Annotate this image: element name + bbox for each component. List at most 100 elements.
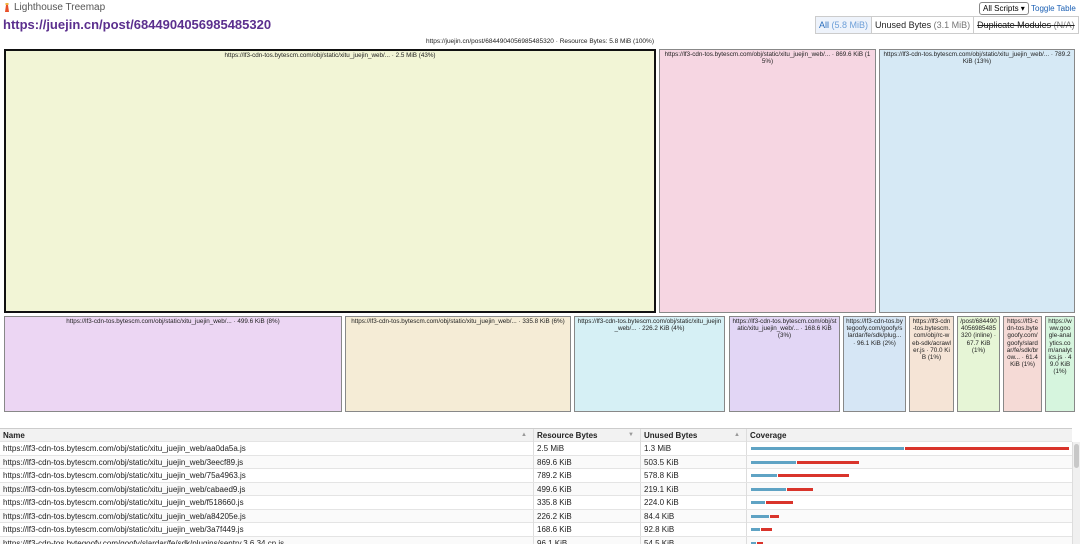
table-row[interactable]: https://lf3-cdn-tos.bytescm.com/obj/stat… xyxy=(0,442,1072,456)
row-resource: 168.6 KiB xyxy=(533,523,640,536)
used-bar xyxy=(751,487,786,491)
mode-tab[interactable]: All (5.8 MiB) xyxy=(816,17,873,33)
row-coverage xyxy=(746,509,1072,523)
mode-tab[interactable]: Duplicate Modules (N/A) xyxy=(974,17,1078,33)
row-unused: 92.8 KiB xyxy=(640,523,746,536)
table-row[interactable]: https://lf3-cdn-tos.bytescm.com/obj/stat… xyxy=(0,469,1072,483)
column-title: Unused Bytes xyxy=(644,431,698,440)
used-bar xyxy=(751,460,797,464)
unused-bar xyxy=(769,514,780,518)
used-bar xyxy=(751,528,761,531)
unused-bar xyxy=(778,474,850,477)
row-name: https://lf3-cdn-tos.bytescm.com/obj/stat… xyxy=(3,511,246,521)
mode-label: Duplicate Modules xyxy=(977,20,1052,30)
unused-bar xyxy=(757,541,763,544)
used-bar xyxy=(751,541,757,544)
table-header: Name ▲ Resource Bytes ▼ Unused Bytes ▲ Coverag… xyxy=(0,428,1072,442)
table-row[interactable]: https://lf3-cdn-tos.bytescm.com/obj/stat… xyxy=(0,509,1072,523)
row-name: https://lf3-cdn-tos.bytescm.com/obj/stat… xyxy=(3,525,244,534)
row-unused: 54.5 KiB xyxy=(640,536,746,544)
script-select[interactable]: All Scripts ▾ xyxy=(979,2,1029,15)
column-header[interactable]: Resource Bytes ▼ xyxy=(533,429,640,442)
scrollbar-thumb xyxy=(1074,444,1079,468)
mode-size: (N/A) xyxy=(1053,20,1075,30)
table-row[interactable]: https://lf3-cdn-tos.bytescm.com/obj/stat… xyxy=(0,523,1072,537)
mode-label: All xyxy=(819,20,830,30)
table-row[interactable]: https://lf3-cdn-tos.bytescm.com/obj/stat… xyxy=(0,455,1072,469)
row-resource: 226.2 KiB xyxy=(533,509,640,523)
sort-arrow: ▲ xyxy=(521,432,527,438)
treemap-node[interactable]: /post/6844904056985485320 (inline) · 67.… xyxy=(957,316,1000,412)
column-title: Name xyxy=(3,431,25,440)
used-bar xyxy=(751,514,769,518)
row-unused: 84.4 KiB xyxy=(640,509,746,523)
column-title: Resource Bytes xyxy=(537,431,598,440)
row-unused: 578.8 KiB xyxy=(640,469,746,482)
treemap-node[interactable]: https://lf3-cdn-tos.bytescm.com/obj/rc-w… xyxy=(909,316,954,412)
used-bar xyxy=(751,447,904,450)
row-coverage xyxy=(746,442,1072,455)
treemap-title: https://juejin.cn/post/68449040569854853… xyxy=(425,38,654,45)
column-title: Coverage xyxy=(750,431,787,440)
table-row[interactable]: https://lf3-cdn-tos.bytescm.com/obj/stat… xyxy=(0,496,1072,510)
treemap-node[interactable]: https://lf3-cdn-tos.bytescm.com/obj/stat… xyxy=(879,49,1075,313)
row-resource: 869.6 KiB xyxy=(533,455,640,469)
row-resource: 499.6 KiB xyxy=(533,482,640,496)
unused-bar xyxy=(904,447,1069,450)
row-resource: 789.2 KiB xyxy=(533,469,640,482)
unused-bar xyxy=(765,501,793,504)
row-unused: 503.5 KiB xyxy=(640,455,746,469)
mode-size: (5.8 MiB) xyxy=(831,20,869,30)
row-coverage xyxy=(746,469,1072,482)
sort-arrow: ▼ xyxy=(628,432,634,438)
select-text: All Scripts xyxy=(983,4,1019,13)
column-header[interactable]: Name ▲ xyxy=(0,429,533,442)
row-name: https://lf3-cdn-tos.bytescm.com/obj/stat… xyxy=(3,444,246,453)
table-row[interactable]: https://lf3-cdn-tos.bytegoofy.com/goofy/… xyxy=(0,536,1072,544)
row-coverage xyxy=(746,496,1072,509)
row-name: https://lf3-cdn-tos.bytescm.com/obj/stat… xyxy=(3,471,246,480)
page-url: https://juejin.cn/post/68449040569854853… xyxy=(3,17,272,32)
unused-bar xyxy=(797,460,859,464)
treemap-node[interactable]: https://lf3-cdn-tos.bytescm.com/obj/stat… xyxy=(659,49,876,313)
mode-tabs: All (5.8 MiB) Unused Bytes (3.1 MiB) Dupli… xyxy=(815,16,1079,34)
column-header[interactable]: Coverage xyxy=(746,429,1072,442)
row-resource: 96.1 KiB xyxy=(533,536,640,544)
row-resource: 2.5 MiB xyxy=(533,442,640,455)
treemap-node[interactable]: https://lf3-cdn-tos.bytescm.com/obj/stat… xyxy=(345,316,571,412)
sort-arrow: ▲ xyxy=(734,432,740,438)
treemap-node[interactable]: https://www.google-analytics.com/analyti… xyxy=(1045,316,1075,412)
row-name: https://lf3-cdn-tos.bytescm.com/obj/stat… xyxy=(3,457,244,467)
row-unused: 1.3 MiB xyxy=(640,442,746,455)
row-coverage xyxy=(746,536,1072,544)
row-unused: 224.0 KiB xyxy=(640,496,746,509)
treemap-node[interactable]: https://lf3-cdn-tos.bytescm.com/obj/stat… xyxy=(4,49,656,313)
row-name: https://lf3-cdn-tos.bytescm.com/obj/stat… xyxy=(3,498,244,507)
row-name: https://lf3-cdn-tos.bytegoofy.com/goofy/… xyxy=(3,538,285,544)
table: Name ▲ Resource Bytes ▼ Unused Bytes ▲ Coverag… xyxy=(0,428,1072,544)
unused-bar xyxy=(786,487,814,491)
mode-tab[interactable]: Unused Bytes (3.1 MiB) xyxy=(872,17,975,33)
toggle-table[interactable]: Toggle Table xyxy=(1031,4,1076,13)
used-bar xyxy=(751,474,778,477)
row-resource: 335.8 KiB xyxy=(533,496,640,509)
treemap-node[interactable]: https://lf3-cdn-tos.bytegoofy.com/goofy/… xyxy=(1003,316,1042,412)
row-coverage xyxy=(746,482,1072,496)
used-bar xyxy=(751,501,765,504)
mode-size: (3.1 MiB) xyxy=(933,20,971,30)
row-name: https://lf3-cdn-tos.bytescm.com/obj/stat… xyxy=(3,484,246,494)
table-row[interactable]: https://lf3-cdn-tos.bytescm.com/obj/stat… xyxy=(0,482,1072,496)
row-unused: 219.1 KiB xyxy=(640,482,746,496)
scrollbar xyxy=(1072,442,1080,544)
column-header[interactable]: Unused Bytes ▲ xyxy=(640,429,746,442)
row-coverage xyxy=(746,455,1072,469)
treemap-node[interactable]: https://lf3-cdn-tos.bytescm.com/obj/stat… xyxy=(729,316,840,412)
mode-label: Unused Bytes xyxy=(875,20,932,30)
logo xyxy=(5,3,9,12)
treemap-node[interactable]: https://lf3-cdn-tos.bytescm.com/obj/stat… xyxy=(4,316,342,412)
treemap-node[interactable]: https://lf3-cdn-tos.bytegoofy.com/goofy/… xyxy=(843,316,906,412)
unused-bar xyxy=(761,528,772,531)
treemap-node[interactable]: https://lf3-cdn-tos.bytescm.com/obj/stat… xyxy=(574,316,725,412)
app-title: Lighthouse Treemap xyxy=(14,2,106,13)
